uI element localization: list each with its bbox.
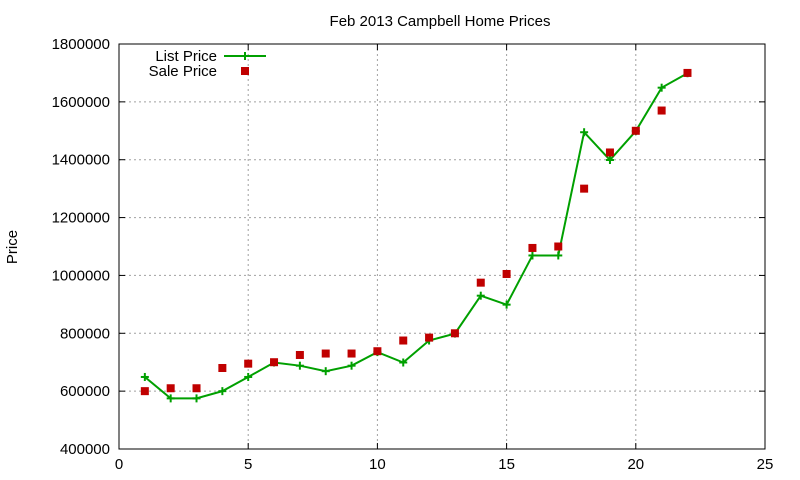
list-price-point <box>528 251 537 260</box>
list-price-point <box>347 361 356 370</box>
series-sale-price <box>140 68 692 396</box>
sale-price-point <box>347 349 356 358</box>
y-tick-label: 1800000 <box>52 36 110 53</box>
list-price-point <box>502 300 511 309</box>
sale-price-point <box>502 269 511 278</box>
axis-ticks <box>118 43 766 450</box>
sale-price-point <box>631 126 640 135</box>
list-price-point <box>605 156 614 165</box>
x-tick-label: 0 <box>115 456 123 473</box>
y-tick-label: 800000 <box>60 325 110 342</box>
list-price-point <box>321 367 330 376</box>
sale-price-point <box>373 347 382 356</box>
x-tick-label: 5 <box>244 456 252 473</box>
legend-label: List Price <box>155 48 217 65</box>
sale-price-point <box>140 387 149 396</box>
list-price-point <box>140 372 149 381</box>
sale-price-point <box>244 359 253 368</box>
x-tick-label: 15 <box>498 456 515 473</box>
list-price-point <box>399 358 408 367</box>
y-axis-label: Price <box>4 230 21 264</box>
series-layer <box>140 68 692 403</box>
x-tick-label: 20 <box>627 456 644 473</box>
x-tick-label: 10 <box>369 456 386 473</box>
list-price-point <box>218 387 227 396</box>
y-tick-label: 600000 <box>60 383 110 400</box>
sale-price-point <box>605 148 614 157</box>
sale-price-point <box>425 333 434 342</box>
y-tick-label: 400000 <box>60 441 110 458</box>
sale-price-point <box>295 350 304 359</box>
sale-price-point <box>580 184 589 193</box>
list-price-point <box>580 128 589 137</box>
list-price-point <box>295 361 304 370</box>
y-tick-label: 1600000 <box>52 94 110 111</box>
sale-price-point <box>399 336 408 345</box>
legend-swatch-marker <box>241 67 249 75</box>
list-price-point <box>554 251 563 260</box>
list-price-point <box>244 372 253 381</box>
list-price-point <box>657 83 666 92</box>
chart-title: Feb 2013 Campbell Home Prices <box>330 13 551 30</box>
series-list-price <box>140 69 692 403</box>
legend-swatch-marker <box>241 52 249 60</box>
list-price-point <box>192 394 201 403</box>
sale-price-point <box>476 278 485 287</box>
sale-price-point <box>657 106 666 115</box>
x-tick-label: 25 <box>757 456 774 473</box>
sale-price-point <box>554 242 563 251</box>
sale-price-point <box>450 329 459 338</box>
y-tick-label: 1000000 <box>52 267 110 284</box>
list-price-point <box>476 291 485 300</box>
gridlines <box>119 44 765 449</box>
sale-price-point <box>166 384 175 393</box>
tick-labels: 0 5 10 15 20 25 400000 600000 800000 1000000 12000… <box>52 36 774 473</box>
sale-price-point <box>321 349 330 358</box>
sale-price-point <box>683 68 692 77</box>
plot-frame <box>118 43 766 450</box>
list-price-point <box>166 394 175 403</box>
y-tick-label: 1200000 <box>52 210 110 227</box>
y-tick-label: 1400000 <box>52 152 110 169</box>
sale-price-point <box>192 384 201 393</box>
list-price-line <box>144 72 688 400</box>
sale-price-point <box>528 243 537 252</box>
sale-price-point <box>270 358 279 367</box>
sale-price-point <box>218 364 227 372</box>
legend-label: Sale Price <box>149 63 217 80</box>
